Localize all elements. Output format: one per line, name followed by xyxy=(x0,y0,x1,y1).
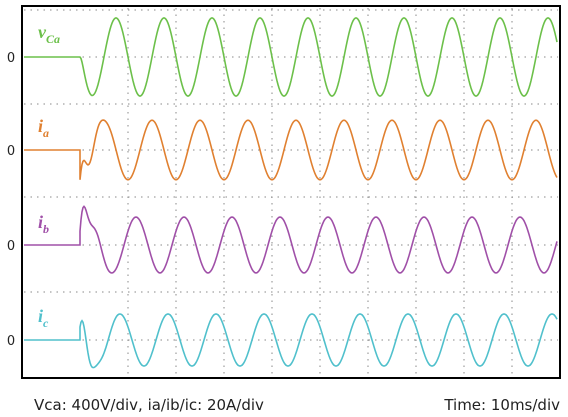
time-caption: Time: 10ms/div xyxy=(443,396,560,414)
zero-label: 0 xyxy=(7,239,15,254)
plot-frame xyxy=(21,5,561,379)
trace-label-ib: ib xyxy=(38,212,49,236)
trace-ic xyxy=(24,313,558,369)
zero-labels: 0 0 0 0 xyxy=(7,51,15,349)
trace-ib xyxy=(24,205,558,274)
trace-label-ic: ic xyxy=(38,306,49,330)
trace-label-vCa: vCa xyxy=(38,22,60,46)
traces xyxy=(24,17,558,369)
zero-label: 0 xyxy=(7,51,15,66)
zero-label: 0 xyxy=(7,144,15,159)
grid xyxy=(24,8,558,376)
trace-label-ia: ia xyxy=(38,116,49,140)
trace-labels: vCa ia ib ic xyxy=(38,22,60,330)
trace-vCa xyxy=(24,17,558,97)
zero-label: 0 xyxy=(7,334,15,349)
scale-caption: Vca: 400V/div, ia/ib/ic: 20A/div xyxy=(34,396,264,414)
trace-ia xyxy=(24,119,558,181)
